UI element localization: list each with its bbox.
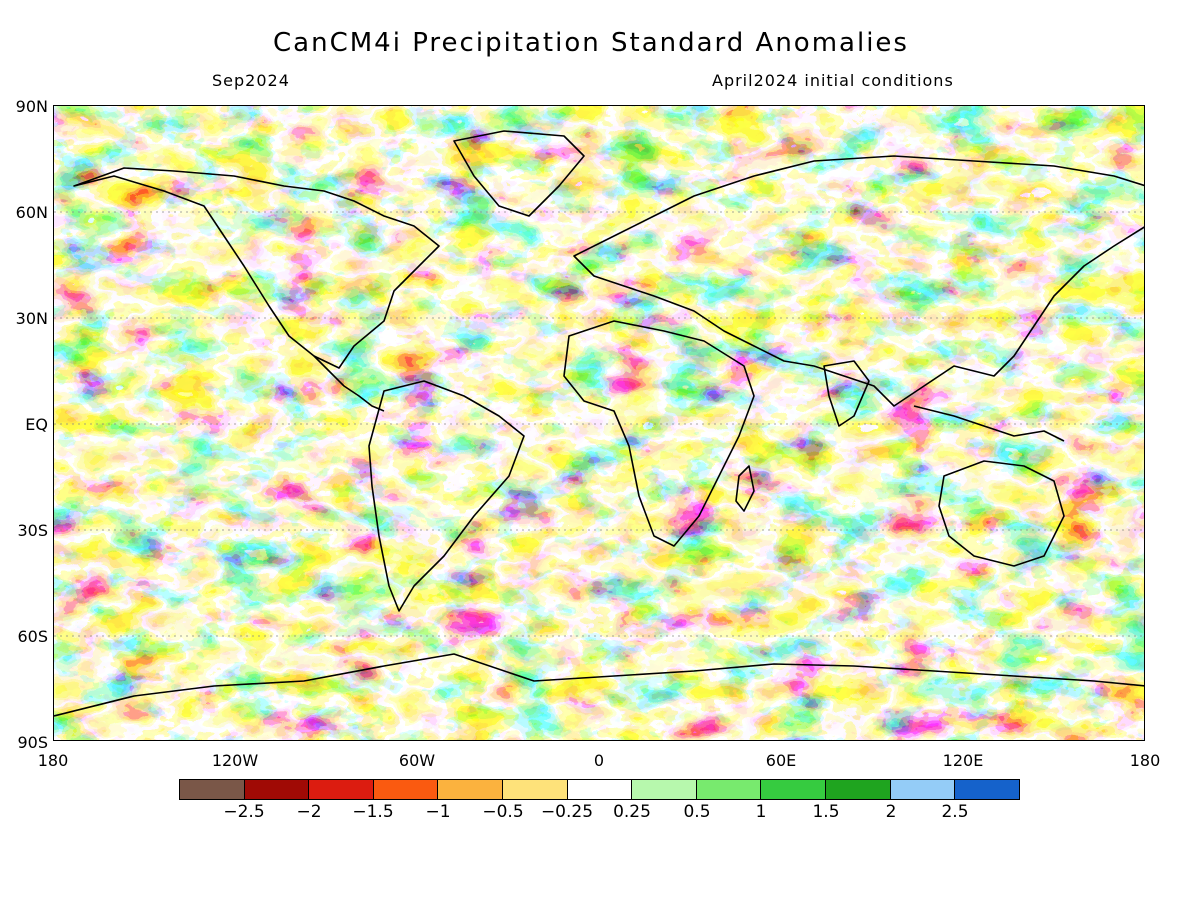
colorbar-segment xyxy=(244,780,310,799)
colorbar-segment xyxy=(309,780,374,799)
colorbar-label: −2 xyxy=(296,802,322,822)
colorbar-label: −1.5 xyxy=(352,802,394,822)
colorbar-segment xyxy=(438,780,504,799)
anomaly-map[interactable] xyxy=(53,105,1145,741)
colorbar-label: −0.5 xyxy=(482,802,524,822)
colorbar-label: 1 xyxy=(755,802,767,822)
colorbar-segment xyxy=(567,780,633,799)
colorbar-segment xyxy=(826,780,891,799)
colorbar-segment xyxy=(761,780,827,799)
lon-label-60w: 60W xyxy=(398,751,436,770)
colorbar-segment xyxy=(632,780,697,799)
map-title: CanCM4i Precipitation Standard Anomalies xyxy=(273,28,909,58)
lon-label-120w: 120W xyxy=(211,751,259,770)
colorbar-segment xyxy=(503,780,568,799)
colorbar-label: −2.5 xyxy=(223,802,265,822)
colorbar-segment xyxy=(955,780,1019,799)
colorbar-segment xyxy=(696,780,762,799)
lon-label-120e: 120E xyxy=(942,751,984,770)
colorbar-label: 2.5 xyxy=(941,802,969,822)
lat-label-90s: 90S xyxy=(17,733,48,752)
lon-label-60e: 60E xyxy=(765,751,797,770)
colorbar-label: 1.5 xyxy=(812,802,840,822)
lon-label-0: 0 xyxy=(593,751,605,770)
colorbar xyxy=(179,779,1020,800)
lon-label-180e: 180 xyxy=(1129,751,1161,770)
lon-label-180w: 180 xyxy=(37,751,69,770)
colorbar-label: −1 xyxy=(425,802,451,822)
lat-label-30s: 30S xyxy=(17,521,48,540)
colorbar-label: 0.25 xyxy=(613,802,651,822)
latitude-gridlines xyxy=(54,211,1144,637)
colorbar-label: −0.25 xyxy=(540,802,594,822)
anomaly-map-graphic xyxy=(54,106,1144,740)
colorbar-segment xyxy=(180,780,245,799)
lat-label-90n: 90N xyxy=(15,97,48,116)
valid-month-label: Sep2024 xyxy=(212,71,290,90)
colorbar-label: 0.5 xyxy=(683,802,711,822)
lat-label-60s: 60S xyxy=(17,627,48,646)
colorbar-segment xyxy=(890,780,956,799)
anomaly-field xyxy=(54,106,1144,740)
init-conditions-label: April2024 initial conditions xyxy=(712,71,954,90)
lat-label-eq: EQ xyxy=(25,415,48,434)
coastlines xyxy=(54,130,1144,717)
lat-label-60n: 60N xyxy=(15,203,48,222)
lat-label-30n: 30N xyxy=(15,309,48,328)
colorbar-segment xyxy=(373,780,439,799)
colorbar-label: 2 xyxy=(885,802,897,822)
